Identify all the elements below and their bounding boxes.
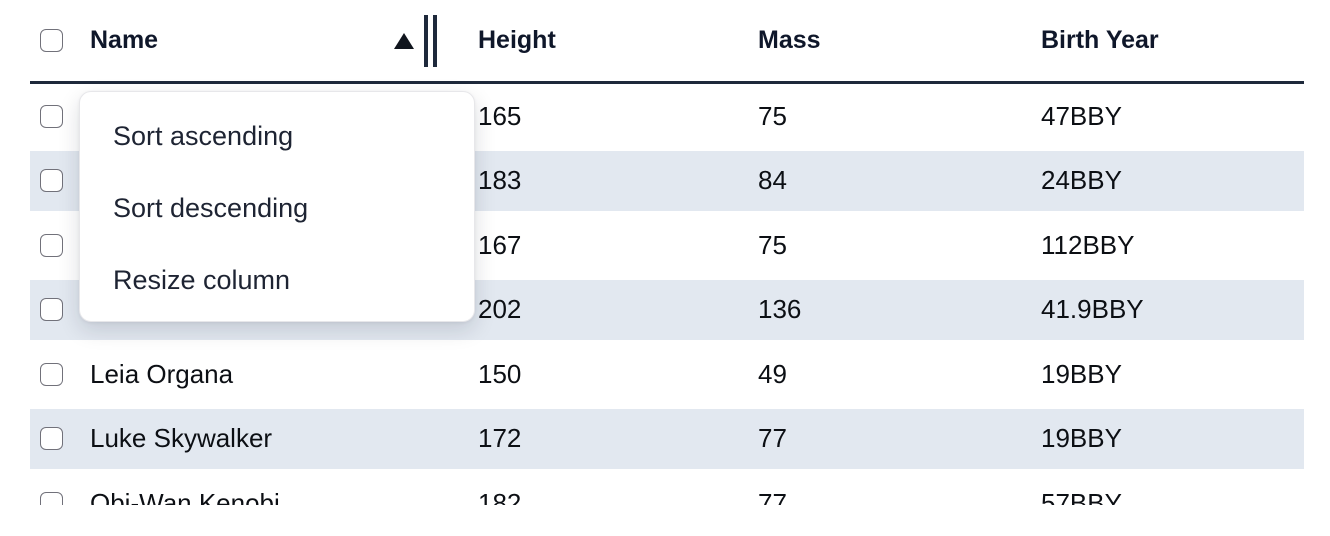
height-cell: 165 xyxy=(478,100,522,131)
column-header-birth-year[interactable]: Birth Year xyxy=(1041,0,1304,84)
menu-item-sort-ascending[interactable]: Sort ascending xyxy=(113,120,294,151)
birth-year-cell: 24BBY xyxy=(1041,149,1304,214)
birth-year-cell: 19BBY xyxy=(1041,358,1122,389)
select-all-checkbox[interactable] xyxy=(40,29,63,52)
row-checkbox[interactable] xyxy=(40,427,63,451)
row-checkbox[interactable] xyxy=(40,298,63,322)
resize-bar-icon xyxy=(433,14,437,67)
column-header-name-label: Name xyxy=(90,26,159,54)
name-cell: Luke Skywalker xyxy=(80,407,478,472)
column-header-height-label: Height xyxy=(478,26,556,54)
select-cell xyxy=(30,407,80,472)
mass-cell: 77 xyxy=(758,487,787,505)
birth-year-cell: 112BBY xyxy=(1041,229,1135,260)
row-checkbox[interactable] xyxy=(40,104,63,128)
select-cell xyxy=(30,278,80,343)
column-header-height[interactable]: Height xyxy=(478,0,758,84)
mass-cell: 77 xyxy=(758,407,1041,472)
table-row[interactable]: Luke Skywalker 172 77 19BBY xyxy=(30,407,1304,472)
height-cell: 167 xyxy=(478,229,522,260)
birth-year-cell: 41.9BBY xyxy=(1041,278,1304,343)
row-checkbox[interactable] xyxy=(40,491,63,505)
name-cell: Obi-Wan Kenobi xyxy=(90,487,280,505)
table-row[interactable]: 165 75 47BBY xyxy=(30,84,1304,149)
row-checkbox[interactable] xyxy=(40,169,63,193)
birth-year-cell: 19BBY xyxy=(1041,407,1304,472)
column-header-name[interactable]: Name xyxy=(80,0,478,84)
mass-cell: 136 xyxy=(758,278,1041,343)
column-header-mass[interactable]: Mass xyxy=(758,0,1041,84)
select-all-cell xyxy=(30,0,80,84)
birth-year-cell: 47BBY xyxy=(1041,100,1122,131)
height-cell: 182 xyxy=(478,487,522,505)
table-row[interactable]: Leia Organa 150 49 19BBY xyxy=(30,342,1304,407)
row-checkbox[interactable] xyxy=(40,362,63,386)
birth-year-cell: 57BBY xyxy=(1041,487,1122,505)
select-cell xyxy=(30,149,80,214)
height-cell: 183 xyxy=(478,149,758,214)
resize-bar-icon xyxy=(424,14,428,67)
row-checkbox[interactable] xyxy=(40,233,63,257)
height-cell: 150 xyxy=(478,358,522,389)
mass-cell: 75 xyxy=(758,229,787,260)
height-cell: 172 xyxy=(478,407,758,472)
mass-cell: 75 xyxy=(758,100,787,131)
menu-item-sort-descending[interactable]: Sort descending xyxy=(113,192,309,223)
table-row[interactable]: 167 75 112BBY xyxy=(30,213,1304,278)
select-cell xyxy=(30,342,80,407)
mass-cell: 49 xyxy=(758,358,787,389)
select-cell xyxy=(30,84,80,149)
column-header-mass-label: Mass xyxy=(758,26,821,54)
name-cell: Leia Organa xyxy=(90,358,234,389)
select-cell xyxy=(30,213,80,278)
header-row: Name Height Mass Birth Year xyxy=(30,0,1304,84)
table-header: Name Height Mass Birth Year xyxy=(30,0,1304,84)
column-resize-handle[interactable] xyxy=(424,14,437,67)
column-context-menu: Sort ascending Sort descending Resize co… xyxy=(79,91,475,322)
menu-item-resize-column[interactable]: Resize column xyxy=(113,264,291,295)
select-cell xyxy=(30,471,80,505)
height-cell: 202 xyxy=(478,278,758,343)
mass-cell: 84 xyxy=(758,149,1041,214)
sort-ascending-icon xyxy=(394,32,414,49)
column-header-birth-year-label: Birth Year xyxy=(1041,26,1159,54)
table-row[interactable]: Obi-Wan Kenobi 182 77 57BBY xyxy=(30,471,1304,505)
